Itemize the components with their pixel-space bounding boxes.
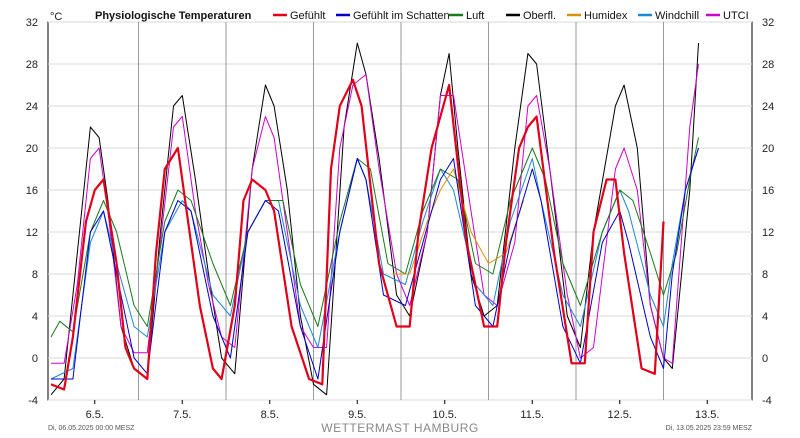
y-tick-label-left: 12	[26, 227, 38, 239]
legend-label-windchill: Windchill	[655, 10, 699, 22]
y-tick-label-right: 8	[762, 269, 768, 281]
footer-start-time: Di, 06.05.2025 00:00 MESZ	[48, 425, 135, 432]
y-unit-label: °C	[50, 11, 62, 23]
y-tick-label-left: 32	[26, 17, 38, 29]
y-axis-left: -4 0 4 8 12 16 20 24 28 32	[26, 17, 38, 407]
y-tick-label-right: 16	[762, 185, 774, 197]
y-tick-label-left: 28	[26, 59, 38, 71]
x-tick-label: 12.5.	[608, 409, 632, 421]
x-tick-label: 9.5.	[348, 409, 366, 421]
y-tick-label-right: -4	[762, 395, 772, 407]
y-tick-label-right: 0	[762, 353, 768, 365]
series-layer	[50, 42, 699, 396]
x-axis: 6.5. 7.5. 8.5. 9.5. 10.5. 11.5. 12.5. 13.5.	[86, 409, 720, 421]
series-line-luft	[50, 137, 699, 338]
legend-label-gef-hlt: Gefühlt	[290, 10, 325, 22]
plot-frame	[47, 21, 753, 401]
legend-label-utci: UTCI	[723, 10, 749, 22]
x-tick-label: 8.5.	[261, 409, 279, 421]
chart-title: Physiologische Temperaturen	[95, 10, 252, 22]
y-tick-label-left: 0	[32, 353, 38, 365]
y-tick-label-right: 20	[762, 143, 774, 155]
y-tick-label-right: 28	[762, 59, 774, 71]
grid-layer	[47, 21, 753, 404]
legend-label-luft: Luft	[466, 10, 484, 22]
y-tick-label-left: -4	[28, 395, 38, 407]
y-tick-label-left: 20	[26, 143, 38, 155]
y-tick-label-right: 24	[762, 101, 774, 113]
x-tick-label: 7.5.	[173, 409, 191, 421]
y-tick-label-right: 12	[762, 227, 774, 239]
legend: Gefühlt Gefühlt im Schatten Luft Oberfl. Hum…	[273, 10, 749, 22]
y-axis-right: -4 0 4 8 12 16 20 24 28 32	[762, 17, 774, 407]
x-tick-label: 10.5.	[433, 409, 457, 421]
y-tick-label-right: 4	[762, 311, 768, 323]
y-tick-label-left: 8	[32, 269, 38, 281]
y-tick-label-left: 24	[26, 101, 38, 113]
x-tick-label: 11.5.	[520, 409, 544, 421]
series-line-utci	[51, 63, 699, 364]
y-tick-label-right: 32	[762, 17, 774, 29]
y-tick-label-left: 16	[26, 185, 38, 197]
legend-label-humidex: Humidex	[584, 10, 628, 22]
footer-end-time: Di, 13.05.2025 23:59 MESZ	[666, 425, 753, 432]
footer-brand: WETTERMAST HAMBURG	[321, 421, 478, 435]
y-tick-label-left: 4	[32, 311, 38, 323]
series-line-gef-hlt	[50, 78, 665, 391]
series-line-gef-hlt-im-schatten	[51, 147, 699, 380]
x-tick-label: 13.5.	[695, 409, 719, 421]
legend-label-oberfl: Oberfl.	[523, 10, 556, 22]
legend-label-gef-hlt-im-schatten: Gefühlt im Schatten	[353, 10, 450, 22]
x-tick-label: 6.5.	[86, 409, 104, 421]
